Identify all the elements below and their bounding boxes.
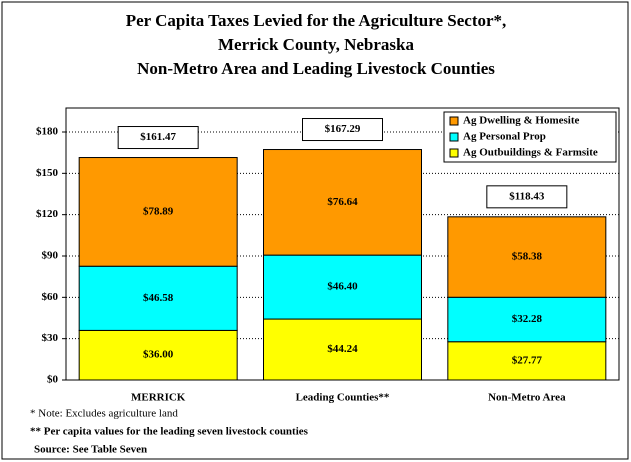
legend-swatch — [449, 132, 459, 142]
bar-segment — [263, 318, 422, 381]
y-tick-label: $30 — [42, 332, 59, 344]
y-tick-label: $120 — [36, 208, 59, 220]
bar-segment — [78, 265, 238, 331]
data-label: $27.77 — [512, 354, 543, 366]
data-label: $46.58 — [143, 292, 174, 304]
y-tick-label: $180 — [36, 126, 59, 138]
total-box — [486, 185, 568, 209]
bar-segment — [263, 254, 422, 320]
chart-title: Per Capita Taxes Levied for the Agricult… — [126, 11, 507, 30]
legend-label: Ag Outbuildings & Farmsite — [463, 147, 598, 159]
bar-segment — [263, 149, 422, 256]
x-tick-label: MERRICK — [131, 392, 186, 404]
x-tick-label: Leading Counties** — [296, 392, 390, 404]
legend-swatch — [449, 148, 459, 158]
data-label: $76.64 — [327, 196, 358, 208]
x-tick-label: Non-Metro Area — [488, 392, 566, 404]
note: Source: See Table Seven — [34, 444, 147, 456]
legend-label: Ag Dwelling & Homesite — [463, 115, 580, 127]
bar-segment — [447, 296, 607, 343]
data-label: $46.40 — [327, 281, 358, 293]
total-label: $118.43 — [509, 190, 545, 202]
data-label: $58.38 — [512, 251, 543, 263]
total-label: $161.47 — [140, 131, 176, 143]
bar-segment — [78, 157, 238, 267]
data-label: $32.28 — [512, 313, 543, 325]
y-tick-label: $90 — [42, 250, 59, 262]
legend-label: Ag Personal Prop — [463, 131, 546, 143]
y-tick-label: $60 — [42, 291, 59, 303]
y-tick-label: $0 — [47, 374, 59, 386]
note: ** Per capita values for the leading sev… — [30, 426, 309, 438]
legend — [443, 111, 617, 163]
data-label: $44.24 — [327, 343, 358, 355]
note: * Note: Excludes agriculture land — [30, 408, 178, 420]
total-label: $167.29 — [325, 123, 361, 135]
legend-swatch — [449, 116, 459, 126]
bar-segment — [447, 216, 607, 298]
bar-segment — [78, 329, 238, 381]
chart-title: Non-Metro Area and Leading Livestock Cou… — [137, 59, 495, 78]
y-tick-label: $150 — [36, 167, 59, 179]
bar-segment — [447, 341, 607, 381]
data-label: $36.00 — [143, 349, 174, 361]
chart-title: Merrick County, Nebraska — [218, 35, 414, 54]
data-label: $78.89 — [143, 205, 174, 217]
total-box — [302, 118, 383, 142]
total-box — [117, 126, 199, 150]
